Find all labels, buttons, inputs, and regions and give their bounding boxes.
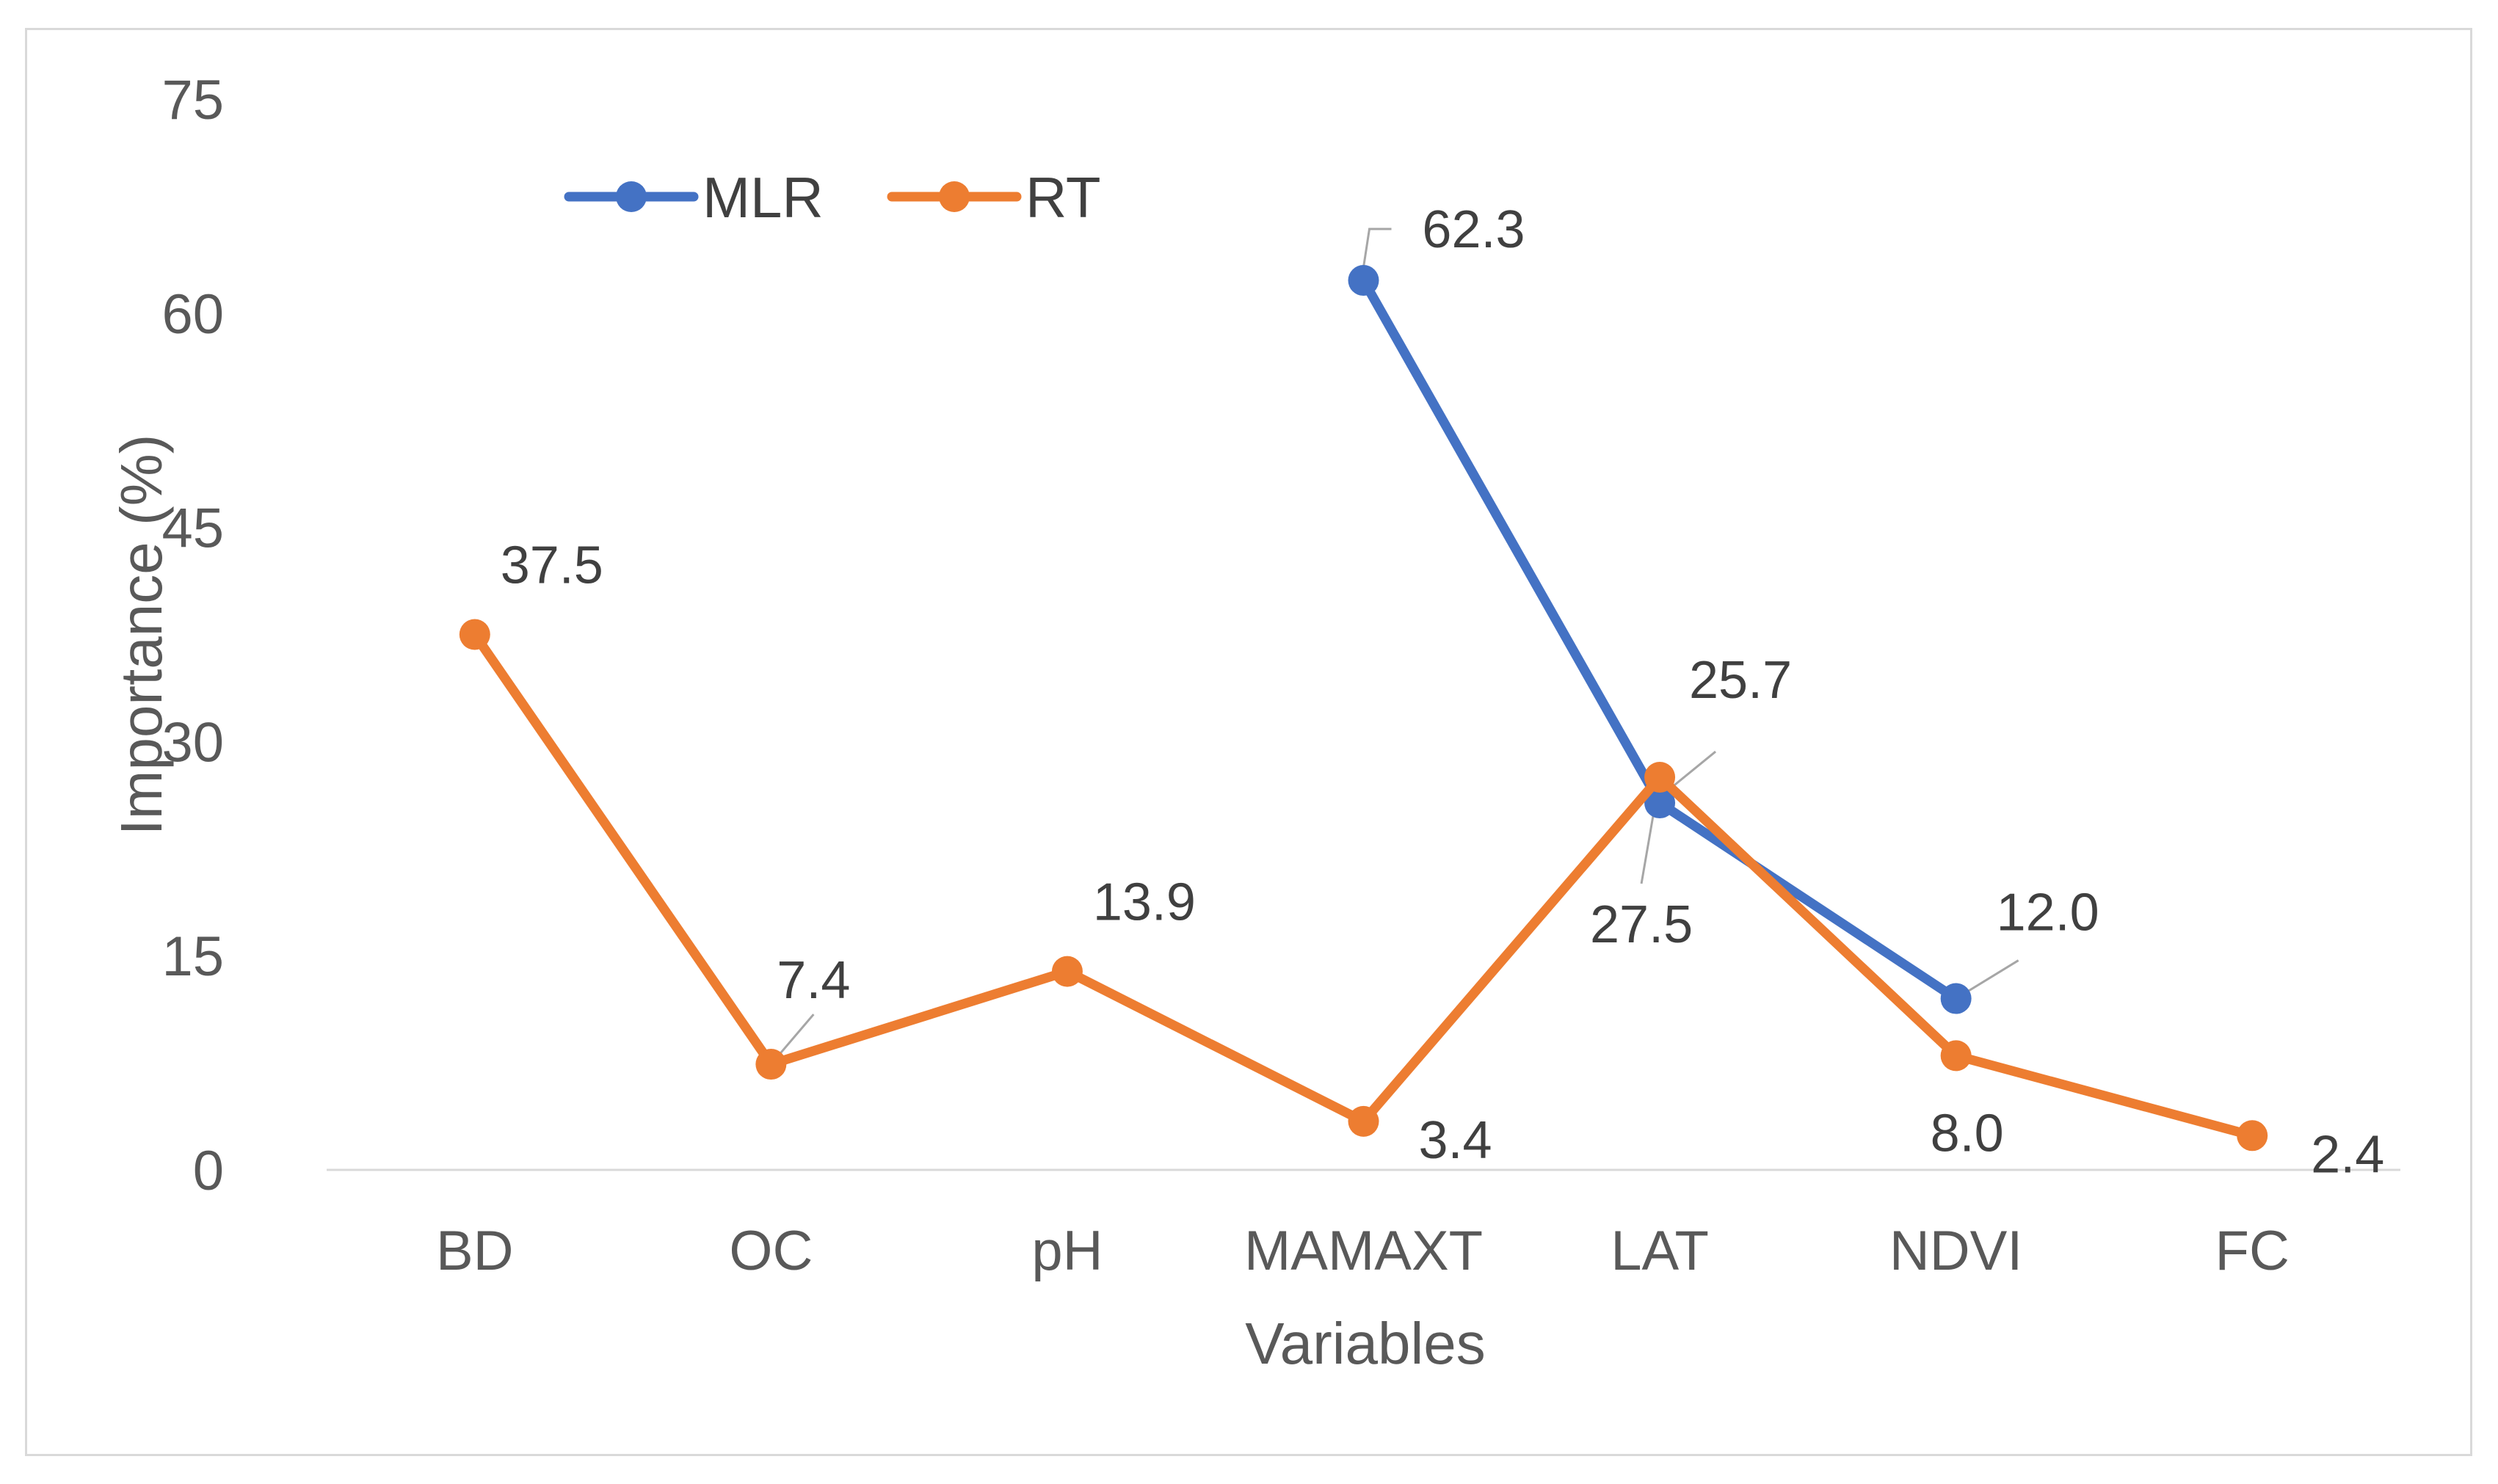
- data-label-rt-mamaxt: 3.4: [1418, 1111, 1492, 1170]
- x-tick-label: FC: [2215, 1220, 2290, 1282]
- x-tick-label: NDVI: [1889, 1220, 2023, 1282]
- data-label-rt-bd: 37.5: [501, 537, 603, 595]
- point-rt-lat: [1644, 762, 1676, 793]
- y-tick-label: 45: [161, 498, 224, 560]
- data-label-rt-oc: 7.4: [777, 951, 850, 1010]
- data-label-mlr-lat: 25.7: [1689, 651, 1792, 710]
- x-tick-label: OC: [729, 1220, 813, 1282]
- y-axis-title: Importance (%): [109, 434, 174, 836]
- y-tick-label: 75: [161, 69, 224, 131]
- series-line-rt: [470, 630, 2257, 1141]
- y-axis-ticks: 0 15 30 45 60 75: [161, 69, 224, 1202]
- point-rt-oc: [755, 1049, 787, 1080]
- x-axis-title: Variables: [1245, 1311, 1486, 1376]
- y-tick-label: 30: [161, 711, 224, 774]
- point-rt-fc: [2237, 1120, 2268, 1152]
- data-label-rt-lat: 27.5: [1590, 895, 1693, 954]
- y-tick-label: 15: [161, 925, 224, 988]
- legend-swatch-marker-mlr: [616, 181, 647, 212]
- point-rt-mamaxt: [1348, 1105, 1379, 1137]
- point-rt-ndvi: [1940, 1040, 1972, 1072]
- data-label-rt-ph: 13.9: [1093, 873, 1196, 932]
- data-label-rt-ndvi: 8.0: [1931, 1104, 2004, 1163]
- x-tick-label: pH: [1031, 1220, 1103, 1282]
- point-mlr-lat: [1644, 788, 1676, 819]
- legend: MLR RT: [564, 165, 1101, 230]
- series-group: [459, 265, 2268, 1152]
- y-tick-label: 0: [193, 1140, 224, 1202]
- point-rt-ph: [1051, 956, 1083, 987]
- data-label-rt-fc: 2.4: [2311, 1125, 2384, 1184]
- legend-swatch-marker-rt: [939, 181, 970, 212]
- point-rt-bd: [459, 619, 490, 650]
- x-tick-label: LAT: [1611, 1220, 1709, 1282]
- point-mlr-ndvi: [1940, 983, 1972, 1014]
- series-line-mlr: [1359, 275, 1961, 1004]
- leader-line-mlr-mamaxt: [1362, 228, 1392, 268]
- data-label-mlr-ndvi: 12.0: [1997, 884, 2099, 942]
- point-mlr-mamaxt: [1348, 265, 1379, 297]
- x-axis-ticks: BD OC pH MAMAXT LAT NDVI FC: [436, 1220, 2290, 1282]
- data-labels: 62.3 25.7 12.0 37.5 7.4 13.9 3.4 27.5 8.0 2.4: [501, 200, 2385, 1184]
- data-label-mlr-mamaxt: 62.3: [1422, 200, 1525, 259]
- chart-frame: [25, 28, 2472, 1456]
- y-tick-label: 60: [161, 283, 224, 346]
- legend-label-rt: RT: [1025, 165, 1101, 230]
- x-tick-label: BD: [436, 1220, 514, 1282]
- legend-label-mlr: MLR: [702, 165, 824, 230]
- x-tick-label: MAMAXT: [1244, 1220, 1483, 1282]
